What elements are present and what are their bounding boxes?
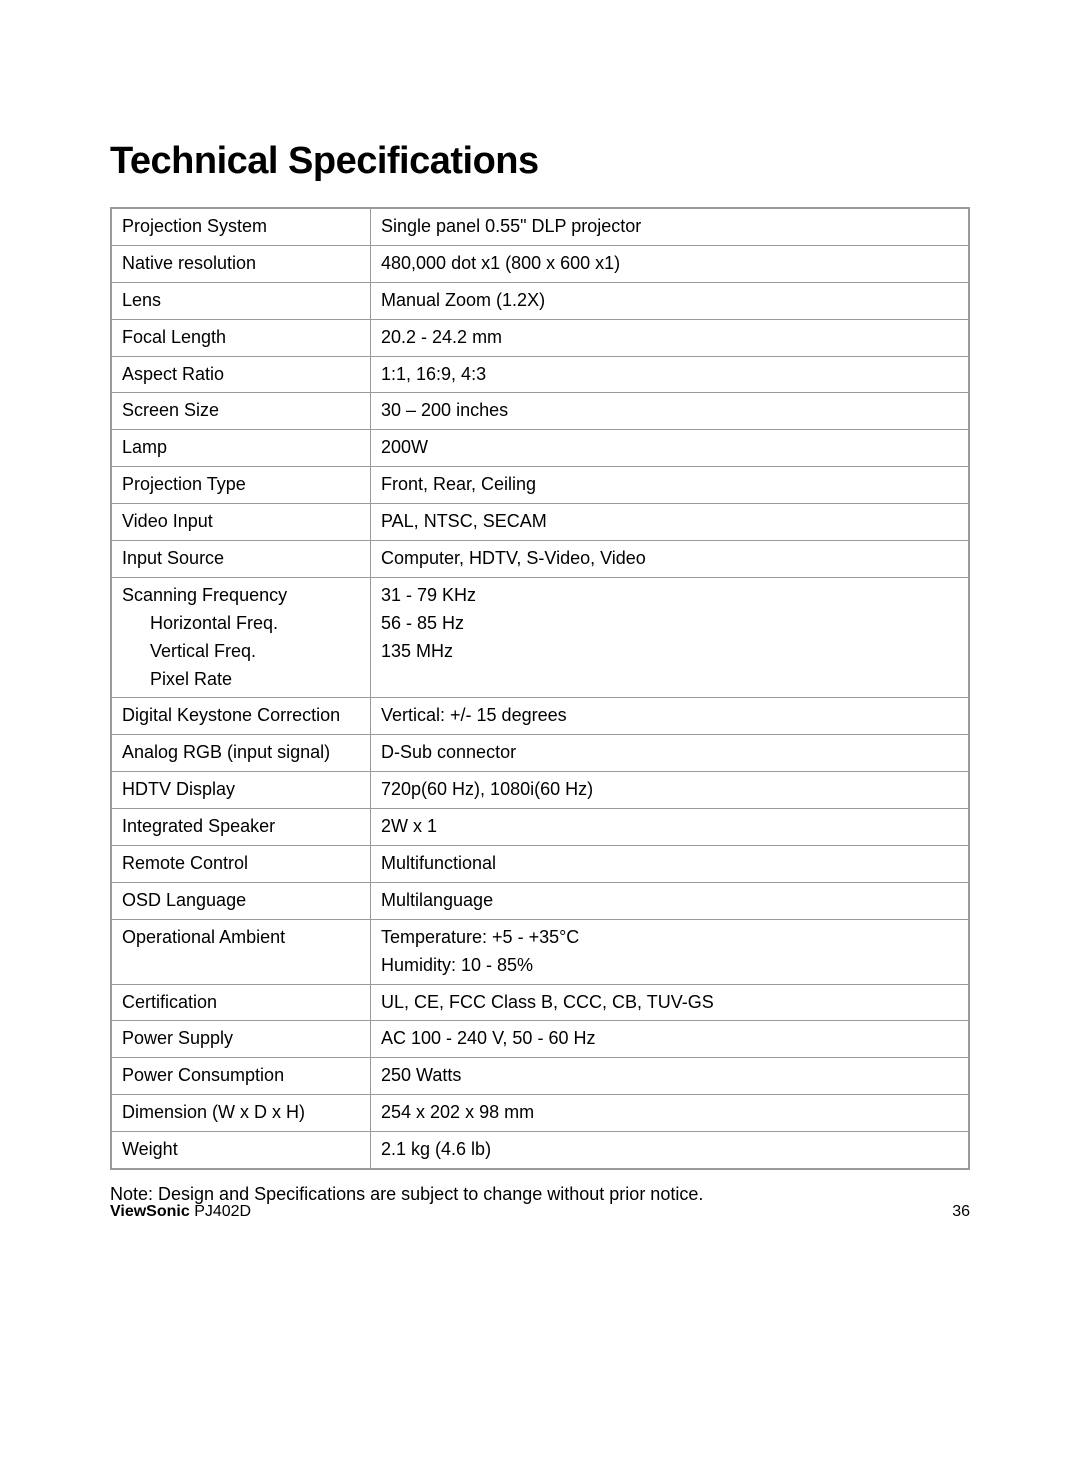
spec-label-main: Scanning Frequency xyxy=(122,582,362,610)
spec-value: UL, CE, FCC Class B, CCC, CB, TUV-GS xyxy=(371,984,970,1021)
note-text: Note: Design and Specifications are subj… xyxy=(110,1184,970,1205)
spec-label: Power Consumption xyxy=(111,1058,371,1095)
table-row: Dimension (W x D x H) 254 x 202 x 98 mm xyxy=(111,1095,969,1132)
spec-label: Lens xyxy=(111,282,371,319)
spec-label: Video Input xyxy=(111,504,371,541)
table-row: Power Supply AC 100 - 240 V, 50 - 60 Hz xyxy=(111,1021,969,1058)
spec-value-group: 31 - 79 KHz 56 - 85 Hz 135 MHz xyxy=(381,582,960,666)
table-row: Screen Size 30 – 200 inches xyxy=(111,393,969,430)
spec-value: Front, Rear, Ceiling xyxy=(371,467,970,504)
table-row: Operational Ambient Temperature: +5 - +3… xyxy=(111,919,969,984)
table-row: Weight 2.1 kg (4.6 lb) xyxy=(111,1132,969,1169)
table-row: Video Input PAL, NTSC, SECAM xyxy=(111,504,969,541)
table-row: Projection System Single panel 0.55" DLP… xyxy=(111,208,969,245)
spec-value: 254 x 202 x 98 mm xyxy=(371,1095,970,1132)
spec-label: HDTV Display xyxy=(111,772,371,809)
spec-value: Computer, HDTV, S-Video, Video xyxy=(371,541,970,578)
spec-label: Digital Keystone Correction xyxy=(111,698,371,735)
spec-value: Temperature: +5 - +35°C Humidity: 10 - 8… xyxy=(371,919,970,984)
table-row: Projection Type Front, Rear, Ceiling xyxy=(111,467,969,504)
spec-sublabel: Horizontal Freq. xyxy=(122,610,362,638)
spec-value: 2.1 kg (4.6 lb) xyxy=(371,1132,970,1169)
spec-value-line: 31 - 79 KHz xyxy=(381,582,960,610)
spec-value: 720p(60 Hz), 1080i(60 Hz) xyxy=(371,772,970,809)
table-row: HDTV Display 720p(60 Hz), 1080i(60 Hz) xyxy=(111,772,969,809)
spec-table: Projection System Single panel 0.55" DLP… xyxy=(110,207,970,1170)
spec-label: Input Source xyxy=(111,541,371,578)
footer-page-number: 36 xyxy=(952,1203,970,1221)
table-row: Native resolution 480,000 dot x1 (800 x … xyxy=(111,245,969,282)
spec-value: 250 Watts xyxy=(371,1058,970,1095)
spec-value: 480,000 dot x1 (800 x 600 x1) xyxy=(371,245,970,282)
table-row: Aspect Ratio 1:1, 16:9, 4:3 xyxy=(111,356,969,393)
spec-value: Vertical: +/- 15 degrees xyxy=(371,698,970,735)
spec-label: Integrated Speaker xyxy=(111,809,371,846)
spec-label: Projection System xyxy=(111,208,371,245)
footer-left: ViewSonic PJ402D xyxy=(110,1203,251,1221)
table-row: Input Source Computer, HDTV, S-Video, Vi… xyxy=(111,541,969,578)
table-row: Remote Control Multifunctional xyxy=(111,846,969,883)
spec-label: Certification xyxy=(111,984,371,1021)
footer-brand: ViewSonic xyxy=(110,1203,190,1220)
table-row: Certification UL, CE, FCC Class B, CCC, … xyxy=(111,984,969,1021)
spec-label-group: Scanning Frequency Horizontal Freq. Vert… xyxy=(122,582,362,694)
spec-value: Multilanguage xyxy=(371,882,970,919)
table-row: Digital Keystone Correction Vertical: +/… xyxy=(111,698,969,735)
spec-value: D-Sub connector xyxy=(371,735,970,772)
table-row: Integrated Speaker 2W x 1 xyxy=(111,809,969,846)
spec-sublabel: Vertical Freq. xyxy=(122,638,362,666)
spec-value: Manual Zoom (1.2X) xyxy=(371,282,970,319)
spec-label: Power Supply xyxy=(111,1021,371,1058)
spec-value: Single panel 0.55" DLP projector xyxy=(371,208,970,245)
spec-value: 20.2 - 24.2 mm xyxy=(371,319,970,356)
spec-label: Projection Type xyxy=(111,467,371,504)
spec-value: 30 – 200 inches xyxy=(371,393,970,430)
table-row: Lamp 200W xyxy=(111,430,969,467)
spec-label: Operational Ambient xyxy=(111,919,371,984)
spec-label: Focal Length xyxy=(111,319,371,356)
spec-value: PAL, NTSC, SECAM xyxy=(371,504,970,541)
table-row: Scanning Frequency Horizontal Freq. Vert… xyxy=(111,577,969,698)
spec-label: Analog RGB (input signal) xyxy=(111,735,371,772)
spec-value-group: Temperature: +5 - +35°C Humidity: 10 - 8… xyxy=(381,924,960,980)
spec-value: AC 100 - 240 V, 50 - 60 Hz xyxy=(371,1021,970,1058)
table-row: OSD Language Multilanguage xyxy=(111,882,969,919)
spec-value: 1:1, 16:9, 4:3 xyxy=(371,356,970,393)
spec-label: Weight xyxy=(111,1132,371,1169)
table-row: Lens Manual Zoom (1.2X) xyxy=(111,282,969,319)
spec-value-line: Temperature: +5 - +35°C xyxy=(381,924,960,952)
page-footer: ViewSonic PJ402D 36 xyxy=(110,1203,970,1221)
spec-label: Remote Control xyxy=(111,846,371,883)
table-row: Focal Length 20.2 - 24.2 mm xyxy=(111,319,969,356)
spec-value: 2W x 1 xyxy=(371,809,970,846)
spec-value-line: Humidity: 10 - 85% xyxy=(381,952,960,980)
footer-model: PJ402D xyxy=(194,1203,251,1220)
spec-table-body: Projection System Single panel 0.55" DLP… xyxy=(111,208,969,1169)
table-row: Power Consumption 250 Watts xyxy=(111,1058,969,1095)
page-title: Technical Specifications xyxy=(110,140,970,183)
spec-value: 31 - 79 KHz 56 - 85 Hz 135 MHz xyxy=(371,577,970,698)
spec-label: Dimension (W x D x H) xyxy=(111,1095,371,1132)
table-row: Analog RGB (input signal) D-Sub connecto… xyxy=(111,735,969,772)
spec-value: Multifunctional xyxy=(371,846,970,883)
spec-label: Screen Size xyxy=(111,393,371,430)
spec-label: Native resolution xyxy=(111,245,371,282)
spec-sublabel: Pixel Rate xyxy=(122,666,362,694)
spec-label: Aspect Ratio xyxy=(111,356,371,393)
page: Technical Specifications Projection Syst… xyxy=(0,0,1080,1471)
spec-label: Scanning Frequency Horizontal Freq. Vert… xyxy=(111,577,371,698)
spec-value: 200W xyxy=(371,430,970,467)
spec-label: Lamp xyxy=(111,430,371,467)
spec-label: OSD Language xyxy=(111,882,371,919)
spec-value-line: 56 - 85 Hz xyxy=(381,610,960,638)
spec-value-line: 135 MHz xyxy=(381,638,960,666)
